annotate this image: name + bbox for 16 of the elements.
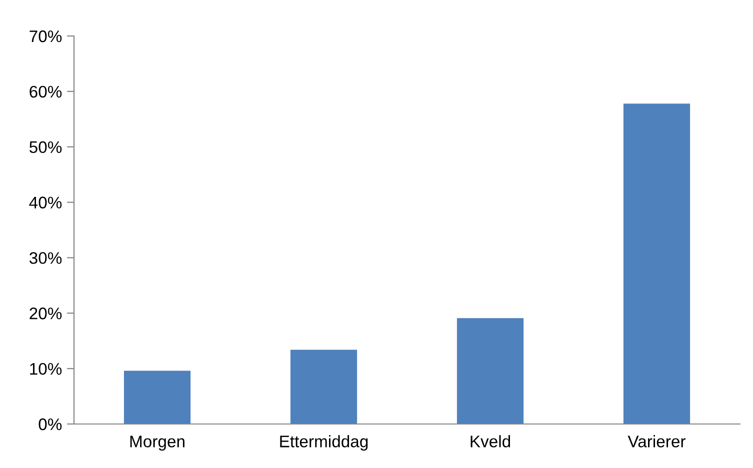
y-tick-label: 70%	[30, 30, 62, 42]
x-tick-label: Ettermiddag	[280, 435, 368, 451]
y-tick-label: 10%	[30, 362, 62, 375]
bar	[456, 318, 524, 424]
x-tick-label: Varierer	[628, 435, 686, 448]
bar	[623, 104, 690, 424]
x-tick-label: Kveld	[470, 435, 510, 448]
y-tick-label: 40%	[29, 196, 62, 208]
y-tick-label: 0%	[38, 418, 62, 430]
y-tick-label: 60%	[30, 86, 62, 98]
bar	[124, 370, 191, 424]
y-tick-label: 50%	[30, 141, 62, 154]
x-tick-label: Morgen	[130, 436, 184, 451]
y-tick-label: 20%	[30, 308, 62, 320]
bar	[290, 350, 358, 424]
y-tick-label: 30%	[29, 252, 62, 264]
